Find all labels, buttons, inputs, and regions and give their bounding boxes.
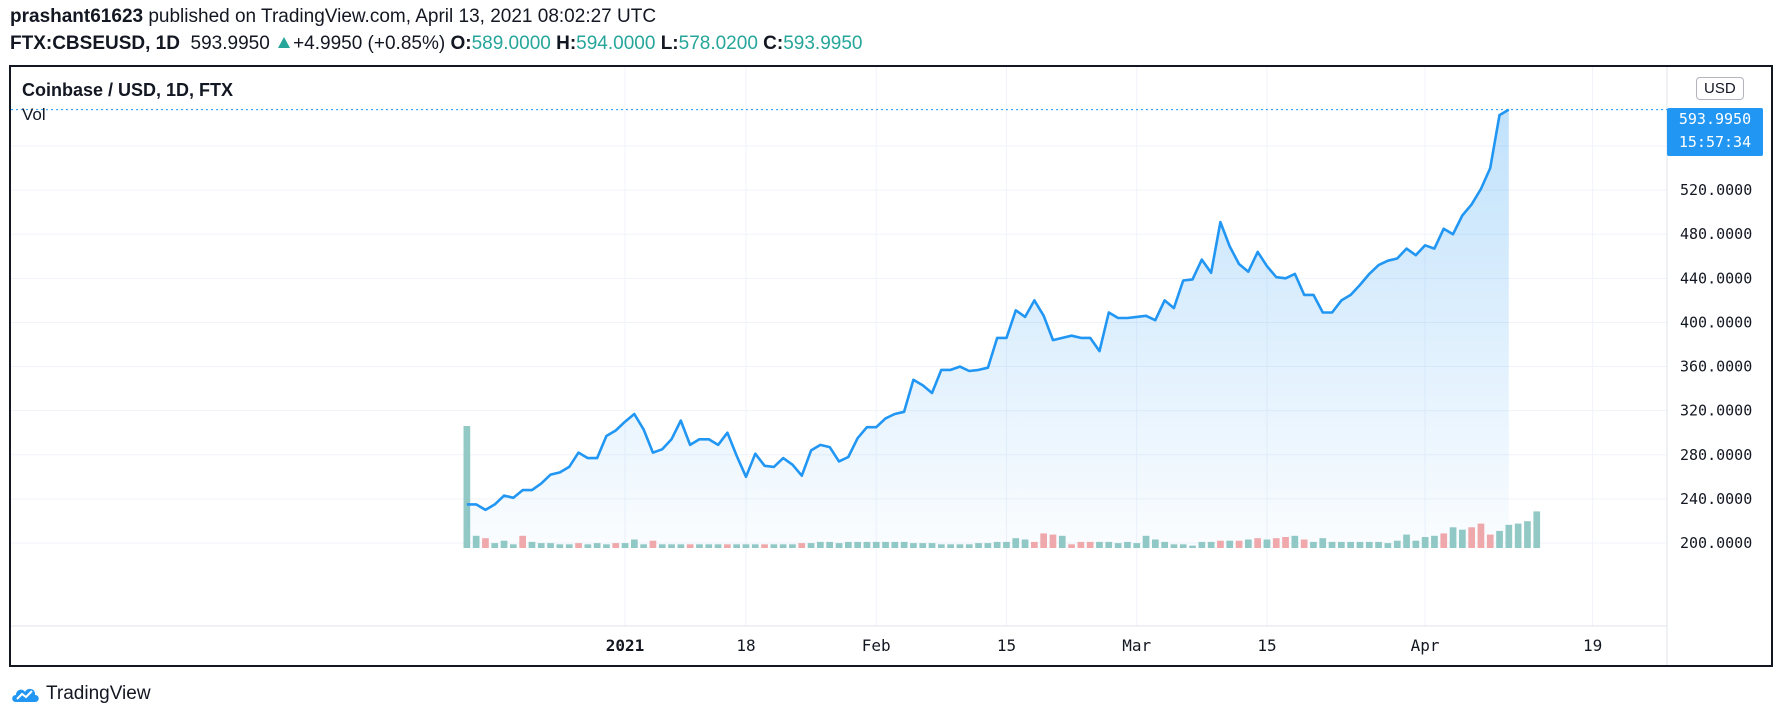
low-value: 578.0200 (678, 33, 758, 54)
high-key: H: (556, 33, 577, 54)
price-axis-tick: 480.0000 (1680, 225, 1752, 243)
footer-logo[interactable]: TradingView (10, 683, 151, 705)
high-value: 594.0000 (576, 33, 656, 54)
time-axis-tick: 15 (997, 636, 1016, 655)
volume-label: Vol (22, 105, 46, 124)
chart-title: Coinbase / USD, 1D, FTX (22, 80, 234, 100)
close-value: 593.9950 (783, 33, 863, 54)
price-axis-tick: 240.0000 (1680, 490, 1752, 508)
price-axis-tick: 440.0000 (1680, 269, 1752, 287)
open-key: O: (450, 33, 472, 54)
volume-bar (1514, 523, 1522, 548)
time-axis-tick: 18 (736, 636, 755, 655)
time-axis-labels: 2021 18 Feb 15 Mar 15 Apr 19 (606, 636, 1602, 655)
time-axis-tick: 15 (1257, 636, 1276, 655)
price-axis-tick: 280.0000 (1680, 446, 1752, 464)
price-axis-tick: 360.0000 (1680, 358, 1752, 376)
time-axis-tick: 2021 (606, 636, 645, 655)
time-axis-tick: Feb (862, 636, 891, 655)
time-axis-tick: 19 (1583, 636, 1602, 655)
symbol-label: FTX:CBSEUSD, 1D (10, 33, 180, 54)
cloud-icon (12, 688, 39, 702)
price-change: +4.9950 (+0.85%) (293, 33, 446, 54)
price-axis-tick: 200.0000 (1680, 534, 1752, 552)
price-area-fill (466, 109, 1509, 548)
price-line (466, 108, 1510, 512)
up-triangle-icon (278, 37, 291, 48)
close-key: C: (763, 33, 784, 54)
price-axis-tick: 520.0000 (1680, 181, 1752, 199)
time-axis-tick: Apr (1411, 636, 1440, 655)
price-axis-tick: 320.0000 (1680, 402, 1752, 420)
currency-button[interactable]: USD (1696, 77, 1744, 100)
low-key: L: (660, 33, 679, 54)
author-name[interactable]: prashant61623 (10, 6, 144, 27)
price-axis-labels: 200.0000 240.0000 280.0000 320.0000 360.0000… (1680, 137, 1752, 552)
publication-line: prashant61623 published on TradingView.c… (10, 6, 656, 28)
ohlc-line: FTX:CBSEUSD, 1D 593.9950 +4.9950 (+0.85%… (10, 33, 862, 55)
open-value: 589.0000 (471, 33, 551, 54)
volume-bar (1505, 524, 1513, 548)
last-price-tag-value: 593.9950 (1678, 110, 1752, 128)
volume-bar (1533, 511, 1541, 548)
volume-bar (1524, 521, 1531, 548)
brand-name: TradingView (46, 683, 151, 704)
bar-countdown: 15:57:34 (1678, 133, 1752, 151)
chart-frame (9, 65, 1773, 667)
last-price-tag: 593.9950 15:57:34 (1667, 108, 1763, 156)
time-axis-tick: Mar (1122, 636, 1151, 655)
published-text: published on TradingView.com, April 13, … (148, 6, 657, 27)
price-axis-tick: 400.0000 (1680, 313, 1752, 331)
volume-bar (463, 426, 471, 548)
last-price: 593.9950 (190, 33, 270, 54)
